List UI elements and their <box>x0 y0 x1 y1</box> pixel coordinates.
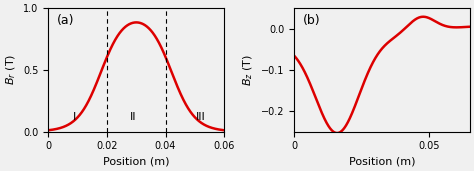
Y-axis label: $B_r$ (T): $B_r$ (T) <box>4 54 18 86</box>
X-axis label: Position (m): Position (m) <box>103 157 170 167</box>
Text: (b): (b) <box>303 14 320 27</box>
Text: III: III <box>196 112 206 122</box>
Text: I: I <box>73 112 76 122</box>
X-axis label: Position (m): Position (m) <box>349 157 415 167</box>
Y-axis label: $B_z$ (T): $B_z$ (T) <box>242 54 255 86</box>
Text: II: II <box>130 112 137 122</box>
Text: (a): (a) <box>57 14 75 27</box>
